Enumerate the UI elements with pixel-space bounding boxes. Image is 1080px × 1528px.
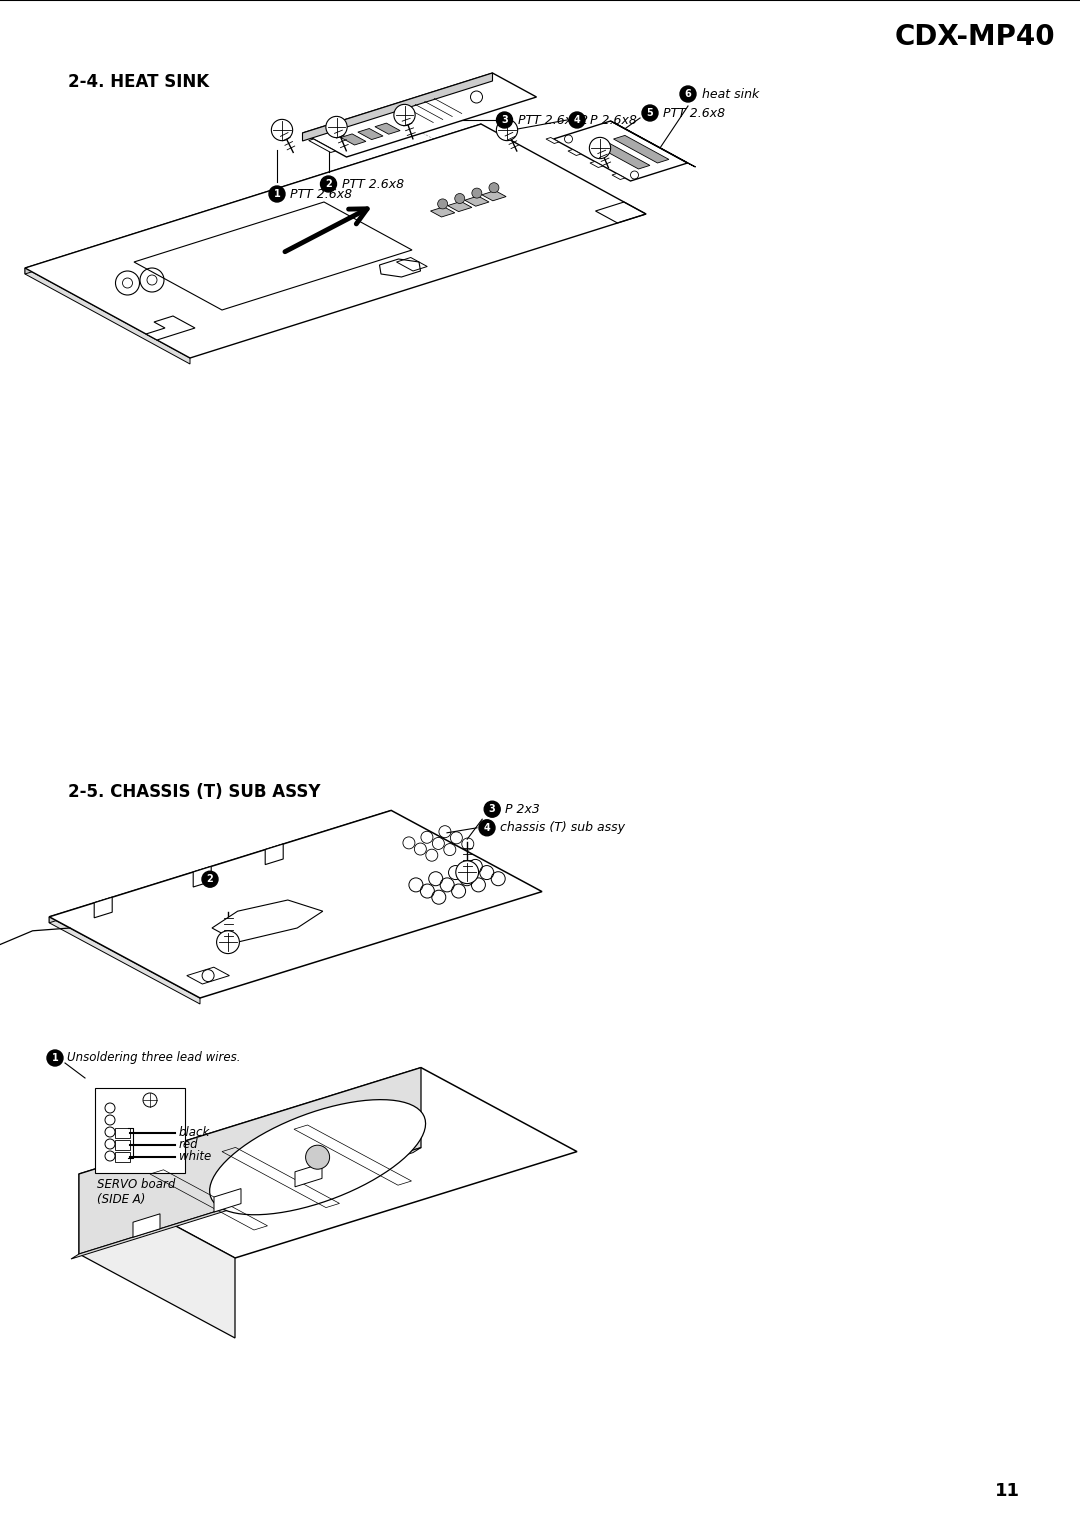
Circle shape bbox=[321, 176, 337, 193]
Polygon shape bbox=[610, 121, 696, 167]
Circle shape bbox=[489, 183, 499, 193]
Text: P 2x3: P 2x3 bbox=[505, 802, 540, 816]
Polygon shape bbox=[266, 843, 283, 865]
Polygon shape bbox=[590, 162, 603, 168]
Polygon shape bbox=[79, 1068, 421, 1254]
Polygon shape bbox=[464, 196, 489, 206]
Circle shape bbox=[271, 119, 293, 141]
Polygon shape bbox=[214, 1189, 241, 1212]
Polygon shape bbox=[95, 1088, 185, 1174]
Circle shape bbox=[480, 821, 495, 836]
Polygon shape bbox=[79, 1068, 577, 1258]
Polygon shape bbox=[594, 142, 650, 170]
Text: P 2x3: P 2x3 bbox=[222, 872, 257, 886]
Polygon shape bbox=[210, 1100, 426, 1215]
Polygon shape bbox=[50, 917, 200, 1004]
Circle shape bbox=[437, 199, 447, 209]
Text: 2-5. CHASSIS (T) SUB ASSY: 2-5. CHASSIS (T) SUB ASSY bbox=[68, 782, 321, 801]
Text: Unsoldering three lead wires.: Unsoldering three lead wires. bbox=[67, 1051, 241, 1065]
Text: 3: 3 bbox=[489, 804, 496, 814]
Circle shape bbox=[456, 860, 478, 883]
Polygon shape bbox=[79, 1174, 235, 1339]
Polygon shape bbox=[295, 1163, 322, 1187]
Circle shape bbox=[269, 186, 285, 202]
Text: PTT 2.6x8: PTT 2.6x8 bbox=[291, 188, 352, 200]
Circle shape bbox=[455, 194, 464, 203]
Text: 11: 11 bbox=[995, 1482, 1020, 1500]
Polygon shape bbox=[25, 124, 646, 358]
Polygon shape bbox=[612, 174, 625, 179]
Polygon shape bbox=[546, 138, 559, 144]
Text: red: red bbox=[179, 1138, 199, 1152]
Text: 4: 4 bbox=[573, 115, 580, 125]
Circle shape bbox=[569, 112, 585, 128]
Polygon shape bbox=[50, 810, 391, 923]
Text: PTT 2.6x12: PTT 2.6x12 bbox=[517, 113, 588, 127]
Text: 3: 3 bbox=[501, 115, 508, 125]
Text: black: black bbox=[179, 1126, 211, 1140]
Text: 1: 1 bbox=[273, 189, 281, 199]
Circle shape bbox=[472, 188, 482, 199]
Text: heat sink: heat sink bbox=[702, 87, 759, 101]
Polygon shape bbox=[146, 316, 195, 341]
Polygon shape bbox=[25, 267, 190, 364]
Text: PTT 2.6x8: PTT 2.6x8 bbox=[663, 107, 725, 119]
Text: P 2.6x8: P 2.6x8 bbox=[590, 113, 637, 127]
Circle shape bbox=[642, 105, 658, 121]
Circle shape bbox=[497, 119, 517, 141]
Polygon shape bbox=[302, 73, 537, 157]
Circle shape bbox=[484, 801, 500, 817]
Text: 5: 5 bbox=[647, 108, 653, 118]
Circle shape bbox=[497, 112, 513, 128]
Polygon shape bbox=[568, 150, 581, 156]
Text: SERVO board
(SIDE A): SERVO board (SIDE A) bbox=[97, 1178, 175, 1206]
Polygon shape bbox=[341, 134, 366, 145]
Text: 2-4. HEAT SINK: 2-4. HEAT SINK bbox=[68, 73, 210, 92]
Text: 2: 2 bbox=[206, 874, 214, 885]
Polygon shape bbox=[554, 121, 688, 180]
Text: chassis (T) sub assy: chassis (T) sub assy bbox=[500, 822, 625, 834]
Circle shape bbox=[590, 138, 610, 159]
Circle shape bbox=[202, 871, 218, 888]
Polygon shape bbox=[25, 124, 481, 274]
Text: 4: 4 bbox=[484, 822, 490, 833]
Circle shape bbox=[306, 1144, 329, 1169]
Text: 2: 2 bbox=[325, 179, 332, 189]
Circle shape bbox=[326, 116, 347, 138]
Circle shape bbox=[48, 1050, 63, 1067]
Circle shape bbox=[217, 931, 240, 953]
Text: PTT 2.6x8: PTT 2.6x8 bbox=[341, 177, 404, 191]
Circle shape bbox=[394, 104, 415, 125]
Polygon shape bbox=[447, 202, 472, 211]
Polygon shape bbox=[309, 139, 336, 153]
Polygon shape bbox=[50, 810, 542, 998]
Polygon shape bbox=[193, 866, 212, 886]
Polygon shape bbox=[431, 206, 455, 217]
Polygon shape bbox=[94, 897, 112, 918]
Circle shape bbox=[680, 86, 696, 102]
Polygon shape bbox=[133, 1213, 160, 1238]
Text: 1: 1 bbox=[52, 1053, 58, 1063]
Text: 6: 6 bbox=[685, 89, 691, 99]
Text: white: white bbox=[179, 1151, 212, 1163]
Polygon shape bbox=[613, 136, 669, 163]
Polygon shape bbox=[71, 1148, 421, 1259]
Polygon shape bbox=[375, 124, 400, 134]
Polygon shape bbox=[212, 900, 323, 941]
Polygon shape bbox=[357, 128, 383, 139]
Text: CDX-MP40: CDX-MP40 bbox=[894, 23, 1055, 50]
Polygon shape bbox=[482, 191, 507, 200]
Polygon shape bbox=[302, 73, 492, 141]
